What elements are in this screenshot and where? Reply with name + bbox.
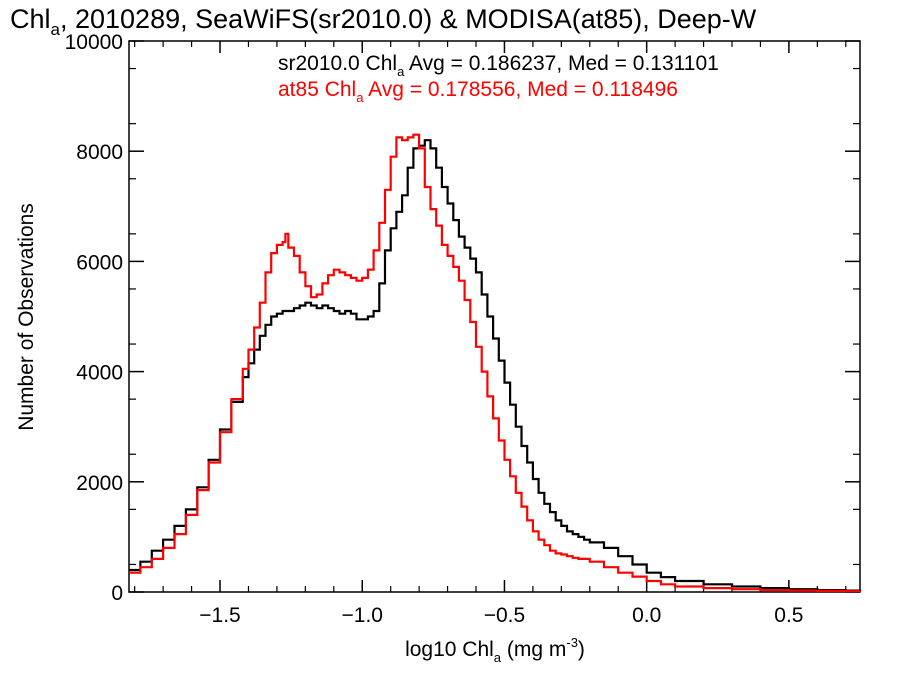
x-tick-label: −1.0 (342, 604, 383, 627)
x-tick-label: −1.5 (199, 604, 240, 627)
x-tick-label: −0.5 (484, 604, 525, 627)
series-at85 (129, 133, 862, 593)
y-tick-label: 4000 (76, 362, 123, 385)
y-tick-label: 6000 (76, 251, 123, 274)
x-tick-label: 0.0 (632, 604, 661, 627)
y-tick-label: 0 (111, 582, 123, 605)
chart-title: Chla, 2010289, SeaWiFS(sr2010.0) & MODIS… (10, 4, 757, 39)
annotation-at85: at85 Chla Avg = 0.178556, Med = 0.118496 (278, 78, 678, 105)
y-axis-label: Number of Observations (15, 203, 38, 431)
x-axis-label: log10 Chla (mg m-3) (405, 635, 585, 665)
annotation-sr2010: sr2010.0 Chla Avg = 0.186237, Med = 0.13… (278, 52, 719, 79)
series-layer (129, 133, 862, 593)
y-tick-label: 10000 (65, 31, 123, 54)
series-sr2010.0 (129, 139, 862, 592)
axis-ticks: −1.5 −1.0 −0.5 0.0 0.5 0 2000 4000 6000 8000 10000 (65, 31, 860, 627)
plot-frame (128, 40, 861, 593)
x-tick-label: 0.5 (774, 604, 803, 627)
y-tick-label: 2000 (76, 472, 123, 495)
y-tick-label: 8000 (76, 141, 123, 164)
